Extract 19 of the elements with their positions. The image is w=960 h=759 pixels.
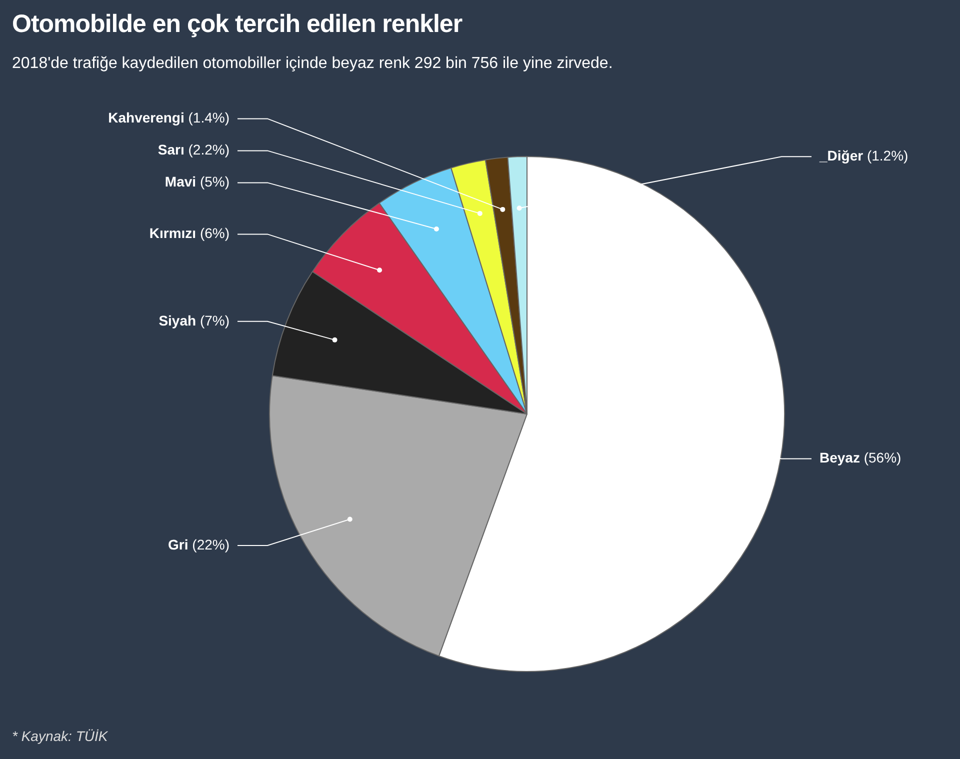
chart-title: Otomobilde en çok tercih edilen renkler — [12, 10, 462, 39]
data-label: (1.4%) — [184, 110, 230, 126]
data-label: (5%) — [196, 174, 230, 190]
slice-label: Siyah — [158, 312, 196, 328]
data-label: (56%) — [860, 450, 902, 466]
chart-subtitle: 2018'de trafiğe kaydedilen otomobiller içinde beyaz renk 292 bin 756 ile yine zirvede. — [12, 55, 613, 73]
slice-label: _Diğer — [818, 148, 864, 164]
slice-label: Sarı — [158, 142, 184, 158]
slice-label: Beyaz — [820, 450, 860, 466]
slice-label: Gri — [168, 536, 188, 552]
data-label: (22%) — [188, 536, 230, 552]
slice-label: Kırmızı — [149, 225, 196, 242]
slice-label: Mavi — [164, 174, 196, 190]
data-label: (2.2%) — [184, 142, 230, 158]
data-label: (7%) — [196, 312, 230, 328]
text: * Kaynak: TÜİK — [12, 728, 108, 744]
data-label: (1.2%) — [863, 148, 908, 164]
data-label: (6%) — [196, 225, 230, 242]
slice-label: Kahverengi — [108, 110, 184, 126]
